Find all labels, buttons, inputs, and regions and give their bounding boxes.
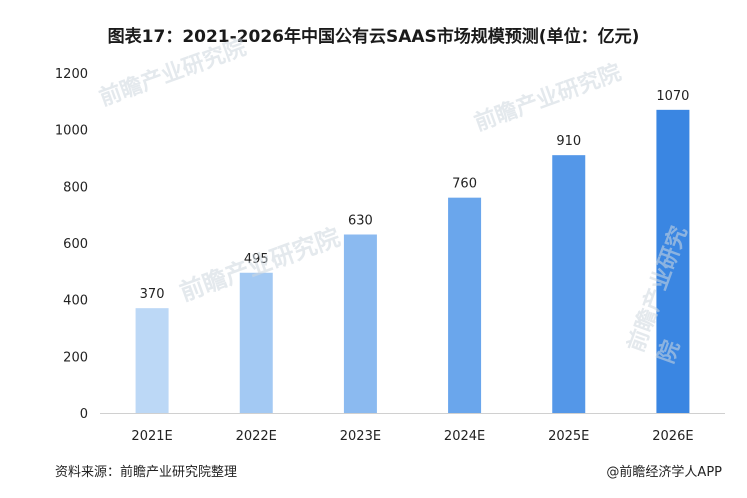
x-tick-label-2024E: 2024E <box>444 429 485 444</box>
data-labels: 370 495 630 760 910 1070 <box>140 89 690 302</box>
bar-2021E <box>135 308 169 413</box>
data-label-2024E: 760 <box>452 177 477 192</box>
x-tick-label-2022E: 2022E <box>236 429 277 444</box>
y-axis: 0 200 400 600 800 1000 1200 <box>55 67 88 422</box>
chart-title: 图表17：2021-2026年中国公有云SAAS市场规模预测(单位：亿元) <box>107 27 640 47</box>
data-label-2026E: 1070 <box>656 89 689 104</box>
y-tick-label: 0 <box>80 407 88 422</box>
x-tick-label-2026E: 2026E <box>652 429 693 444</box>
x-axis: 2021E 2022E 2023E 2024E 2025E 2026E <box>100 413 725 444</box>
bar-2024E <box>448 197 482 413</box>
x-tick-label-2021E: 2021E <box>131 429 172 444</box>
bar-2022E <box>239 272 273 413</box>
y-tick-label: 1200 <box>55 67 88 82</box>
footer: 资料来源：前瞻产业研究院整理 @前瞻经济学人APP <box>0 455 747 485</box>
bar-2025E <box>552 155 586 413</box>
brand-credit: @前瞻经济学人APP <box>606 465 722 480</box>
y-tick-label: 800 <box>63 180 88 195</box>
source-note: 资料来源：前瞻产业研究院整理 <box>55 465 238 480</box>
y-tick-label: 600 <box>63 237 88 252</box>
bar-2026E <box>656 109 690 413</box>
data-label-2021E: 370 <box>140 287 165 302</box>
y-tick-label: 1000 <box>55 124 88 139</box>
data-label-2023E: 630 <box>348 214 373 229</box>
data-label-2022E: 495 <box>244 252 269 267</box>
data-label-2025E: 910 <box>556 134 581 149</box>
y-tick-label: 200 <box>63 350 88 365</box>
bar-2023E <box>343 234 377 413</box>
x-tick-label-2023E: 2023E <box>340 429 381 444</box>
x-tick-label-2025E: 2025E <box>548 429 589 444</box>
y-tick-label: 400 <box>63 294 88 309</box>
bars <box>135 109 690 413</box>
